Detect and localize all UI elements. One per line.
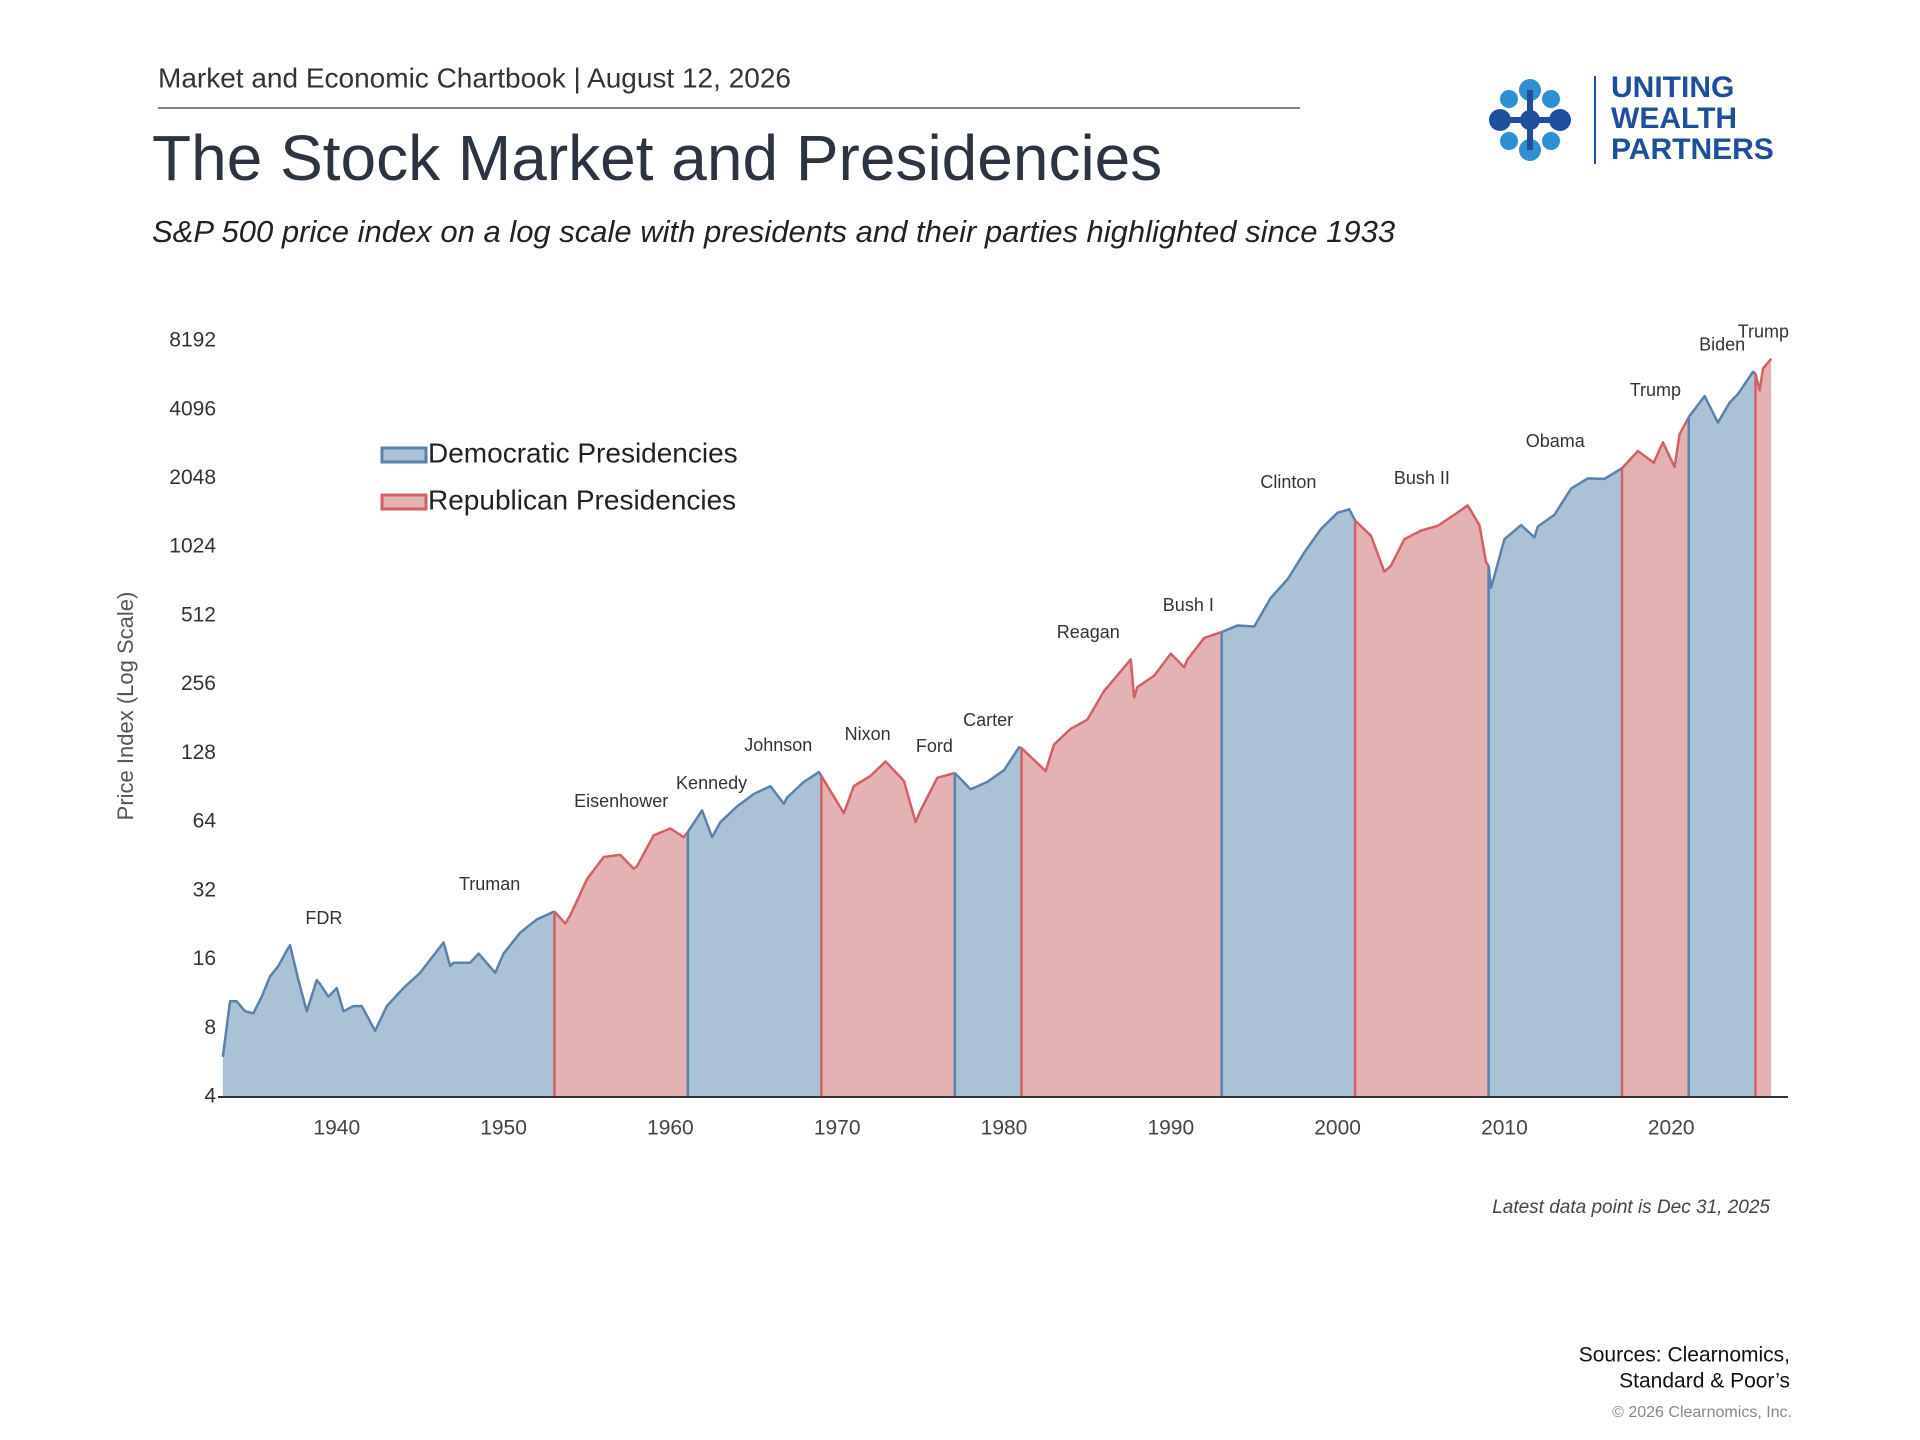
y-tick-label: 4096 [169,397,216,420]
sources: Standard & Poor’s [1619,1370,1790,1393]
y-tick-label: 8192 [169,329,216,352]
area-fill [1021,632,1222,1097]
area-fill [1221,509,1356,1097]
price-line [553,827,689,925]
logo-text: PARTNERS [1611,133,1774,166]
area-fill [1688,371,1756,1097]
presidency-label: Bush II [1394,468,1450,488]
price-line [686,770,823,839]
legend-swatch [380,493,428,511]
presidency-label: Nixon [845,724,891,744]
chartbook-header: Market and Economic Chartbook | August 1… [158,62,791,93]
presidency-label: Trump [1738,322,1789,342]
area-fill [954,747,1022,1097]
area-fill [687,772,822,1097]
y-tick-label: 256 [181,672,216,695]
legend-swatch [380,446,428,464]
x-tick-label: 1970 [814,1117,861,1140]
y-tick-label: 64 [193,810,217,833]
presidency-label: Clinton [1260,472,1316,492]
x-tick-label: 1980 [981,1117,1028,1140]
x-tick-label: 1960 [647,1117,694,1140]
logo-icon [1489,79,1571,161]
copyright: © 2026 Clearnomics, Inc. [1612,1404,1792,1421]
price-line [1687,370,1757,424]
y-tick-label: 1024 [169,535,216,558]
logo-text: UNITING [1611,71,1734,104]
area-fill [1355,505,1489,1097]
y-tick-label: 32 [193,878,216,901]
logo-text: WEALTH [1611,102,1737,135]
price-line [820,760,956,824]
legend-label: Democratic Presidencies [428,437,738,468]
x-tick-label: 2000 [1314,1117,1361,1140]
presidency-label: Kennedy [676,773,747,793]
presidency-label: Trump [1630,380,1681,400]
price-line [1020,630,1223,773]
price-line [221,910,555,1057]
area-fill [1755,358,1772,1097]
title: The Stock Market and Presidencies [152,122,1162,194]
y-tick-label: 2048 [169,466,216,489]
presidency-label: Johnson [744,735,812,755]
presidency-label: Obama [1526,431,1586,451]
price-line [1754,358,1773,392]
presidency-label: Bush I [1163,595,1214,615]
x-tick-label: 1950 [480,1117,527,1140]
y-tick-label: 512 [181,603,216,626]
presidency-label: Reagan [1057,622,1120,642]
y-tick-label: 4 [204,1085,216,1108]
area-fill [1622,417,1689,1097]
area-fill [1488,468,1623,1098]
presidency-label: Ford [916,736,953,756]
presidency-label: Biden [1699,335,1745,355]
x-tick-label: 2010 [1481,1117,1528,1140]
presidency-label: Truman [459,874,520,894]
subtitle: S&P 500 price index on a log scale with … [152,214,1395,249]
price-line [1487,467,1623,590]
price-line [1354,504,1490,573]
data-note: Latest data point is Dec 31, 2025 [1492,1197,1770,1218]
y-tick-label: 16 [193,947,216,970]
sources: Sources: Clearnomics, [1579,1344,1790,1367]
legend-label: Republican Presidencies [428,484,736,515]
area-fill [554,828,688,1097]
x-tick-label: 1990 [1147,1117,1194,1140]
presidency-label: Eisenhower [574,791,668,811]
price-line [953,746,1022,791]
presidency-label: FDR [305,908,342,928]
x-tick-label: 2020 [1648,1117,1695,1140]
y-axis-title: Price Index (Log Scale) [113,592,138,821]
presidency-label: Carter [963,710,1013,730]
price-line [1621,416,1690,470]
price-line [1221,508,1357,634]
y-tick-label: 128 [181,741,216,764]
x-tick-label: 1940 [313,1117,360,1140]
area-fill [821,761,955,1097]
y-tick-label: 8 [204,1016,216,1039]
